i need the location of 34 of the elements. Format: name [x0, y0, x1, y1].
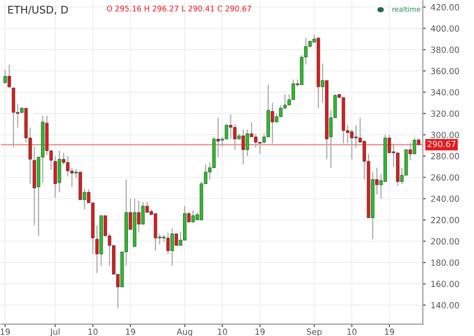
x-tick-label: Aug [176, 328, 192, 336]
candlestick [166, 232, 170, 255]
y-tick-label: 140.00 [431, 302, 460, 308]
x-tick-label: Sep [306, 328, 322, 336]
x-tick-label: 10 [347, 328, 357, 335]
ref-line-label: 290.67 [428, 140, 456, 148]
chart-title: ETH/USD, D [8, 6, 68, 15]
y-tick-label: 300.00 [431, 132, 460, 138]
x-tick-label: 10 [218, 328, 228, 335]
y-tick-label: 400.00 [430, 25, 460, 32]
y-tick-label: 380.00 [431, 46, 460, 53]
y-tick-label: 240.00 [431, 196, 460, 202]
y-tick-label: 420.00 [430, 4, 460, 10]
x-tick-label: 19 [126, 328, 136, 335]
x-tick-label: 10 [88, 328, 98, 335]
y-tick-label: 220.00 [431, 216, 460, 224]
y-tick-label: 360.00 [431, 68, 460, 74]
candlestick [66, 156, 70, 177]
y-tick-label: 200.00 [431, 238, 460, 245]
x-tick-label: 19 [385, 328, 394, 335]
y-tick-label: 280.00 [431, 153, 460, 160]
y-tick-label: 260.00 [431, 174, 460, 181]
candlestick [233, 124, 237, 150]
x-tick-label: 19 [256, 328, 265, 335]
y-tick-label: 180.00 [431, 259, 460, 266]
candlestick [3, 69, 7, 84]
y-tick-label: 320.00 [431, 110, 460, 117]
x-tick-label: Jul [50, 328, 60, 336]
candlestick [270, 102, 274, 144]
y-tick-label: 160.00 [431, 280, 460, 288]
candlestick [254, 133, 258, 148]
candlestick [191, 210, 195, 223]
y-tick-label: 340.00 [431, 89, 460, 96]
x-tick-label: 19 [0, 328, 10, 335]
